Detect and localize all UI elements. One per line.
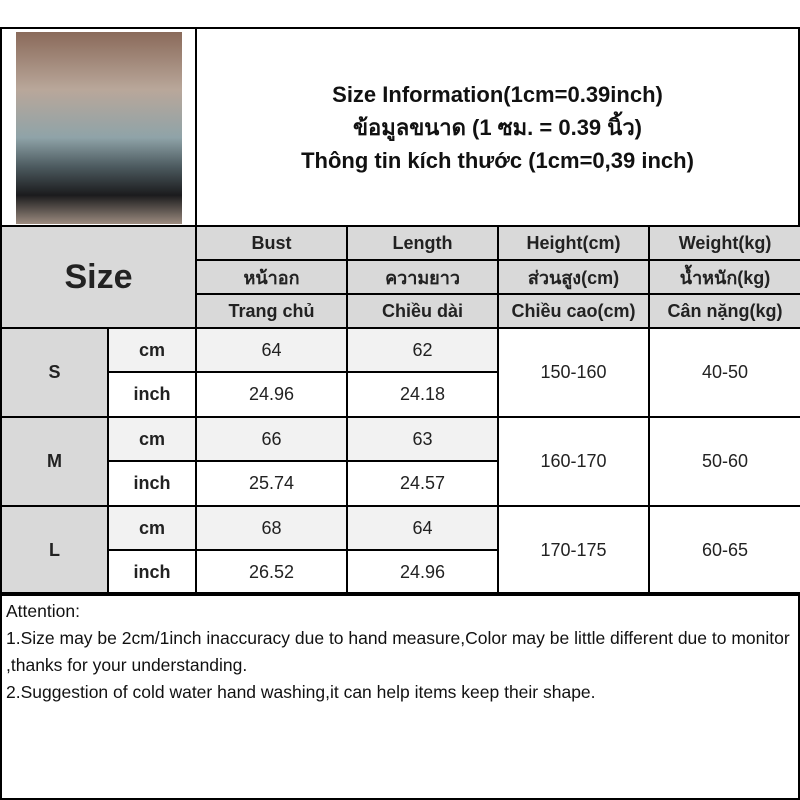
table-row: L cm 68 64 170-175 60-65 xyxy=(0,505,800,596)
length-cm: 62 xyxy=(346,327,500,373)
attention-note-1: 1.Size may be 2cm/1inch inaccuracy due t… xyxy=(6,628,790,675)
unit-cm: cm xyxy=(106,505,198,551)
title-box: Size Information(1cm=0.39inch) ข้อมูลขนา… xyxy=(195,29,798,226)
table-row: inch 26.52 24.96 xyxy=(1,549,800,596)
bust-cm: 66 xyxy=(195,416,349,462)
weight-range: 40-50 xyxy=(648,327,800,418)
weight-range: 60-65 xyxy=(648,505,800,596)
height-range: 150-160 xyxy=(497,327,651,418)
bust-cm: 68 xyxy=(195,505,349,551)
attention-note-2: 2.Suggestion of cold water hand washing,… xyxy=(6,682,596,702)
header-bust-vi: Trang chủ xyxy=(195,293,349,329)
header-length-th: ความยาว xyxy=(346,259,500,295)
product-photo xyxy=(16,32,182,224)
unit-inch: inch xyxy=(106,549,198,596)
header-weight-en: Weight(kg) xyxy=(648,225,800,261)
size-header: Size xyxy=(0,225,198,329)
header-section: Size Information(1cm=0.39inch) ข้อมูลขนา… xyxy=(0,27,800,226)
table-row: inch 24.96 24.18 xyxy=(1,371,800,418)
header-bust-en: Bust xyxy=(195,225,349,261)
unit-cm: cm xyxy=(106,416,198,462)
header-height-vi: Chiều cao(cm) xyxy=(497,293,651,329)
attention-section: Attention: 1.Size may be 2cm/1inch inacc… xyxy=(0,592,800,800)
length-inch: 24.18 xyxy=(346,371,500,418)
bust-inch: 24.96 xyxy=(195,371,349,418)
bust-inch: 25.74 xyxy=(195,460,349,507)
bust-cm: 64 xyxy=(195,327,349,373)
unit-inch: inch xyxy=(106,371,198,418)
unit-inch: inch xyxy=(106,460,198,507)
weight-range: 50-60 xyxy=(648,416,800,507)
size-cell: M xyxy=(0,416,109,507)
length-inch: 24.96 xyxy=(346,549,500,596)
attention-heading: Attention: xyxy=(6,601,80,621)
size-cell: S xyxy=(0,327,109,418)
header-length-en: Length xyxy=(346,225,500,261)
header-length-vi: Chiều dài xyxy=(346,293,500,329)
title-th: ข้อมูลขนาด (1 ซม. = 0.39 นิ้ว) xyxy=(352,115,642,140)
table-row: M cm 66 63 160-170 50-60 xyxy=(0,416,800,507)
length-inch: 24.57 xyxy=(346,460,500,507)
header-weight-vi: Cân nặng(kg) xyxy=(648,293,800,329)
header-height-th: ส่วนสูง(cm) xyxy=(497,259,651,295)
table-row: inch 25.74 24.57 xyxy=(1,460,800,507)
size-cell: L xyxy=(0,505,109,596)
title-vi: Thông tin kích thước (1cm=0,39 inch) xyxy=(301,148,694,173)
height-range: 160-170 xyxy=(497,416,651,507)
size-table: Size Bust Length Height(cm) Weight(kg) ห… xyxy=(0,225,800,596)
length-cm: 63 xyxy=(346,416,500,462)
table-row: S cm 64 62 150-160 40-50 xyxy=(0,327,800,418)
length-cm: 64 xyxy=(346,505,500,551)
header-weight-th: น้ำหนัก(kg) xyxy=(648,259,800,295)
unit-cm: cm xyxy=(106,327,198,373)
title-en: Size Information(1cm=0.39inch) xyxy=(332,82,663,107)
header-bust-th: หน้าอก xyxy=(195,259,349,295)
bust-inch: 26.52 xyxy=(195,549,349,596)
height-range: 170-175 xyxy=(497,505,651,596)
header-height-en: Height(cm) xyxy=(497,225,651,261)
